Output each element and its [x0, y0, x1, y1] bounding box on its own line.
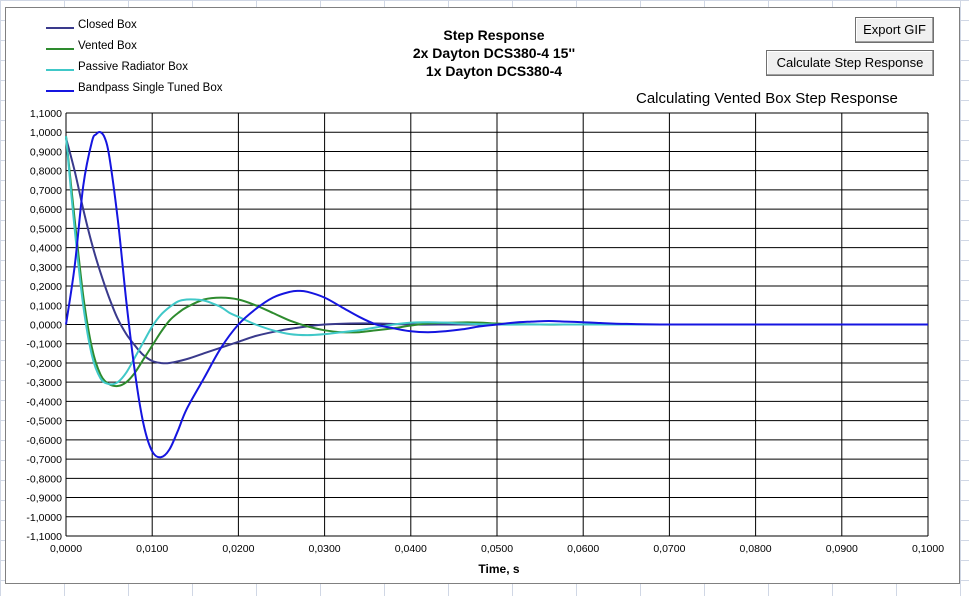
y-tick-label: -0,8000	[26, 473, 62, 485]
legend-swatch	[46, 90, 74, 92]
x-tick-labels: 0,0000 0,0100 0,0200 0,0300 0,0400 0,0500 0,06…	[50, 543, 944, 555]
legend-swatch	[46, 27, 74, 29]
y-tick-label: -0,3000	[26, 377, 62, 389]
chart-subtitle-2: 1x Dayton DCS380-4	[425, 63, 563, 79]
y-tick-label: 1,0000	[30, 127, 62, 139]
y-tick-label: -0,4000	[26, 396, 62, 408]
chart-panel: 1,1000 1,0000 0,9000 0,8000 0,7000 0,6000 0,50…	[5, 7, 960, 584]
x-tick-label: 0,0500	[481, 543, 513, 555]
x-tick-label: 0,0600	[567, 543, 599, 555]
y-tick-label: -0,9000	[26, 493, 62, 505]
y-tick-label: -0,5000	[26, 416, 62, 428]
y-tick-label: 0,3000	[30, 262, 62, 274]
calculate-step-response-button[interactable]: Calculate Step Response	[766, 50, 934, 76]
y-tick-label: 1,1000	[30, 108, 62, 120]
legend-label: Bandpass Single Tuned Box	[78, 82, 223, 94]
y-tick-label: -1,1000	[26, 531, 62, 543]
x-tick-label: 0,0200	[222, 543, 254, 555]
y-tick-label: 0,4000	[30, 243, 62, 255]
x-axis-label: Time, s	[478, 562, 519, 576]
y-tick-label: -1,0000	[26, 512, 62, 524]
chart-title: Step Response	[443, 27, 545, 43]
x-tick-label: 0,1000	[912, 543, 944, 555]
legend-swatch	[46, 48, 74, 50]
chart-subtitle-1: 2x Dayton DCS380-4 15''	[412, 45, 576, 61]
y-tick-label: -0,7000	[26, 454, 62, 466]
legend-swatch	[46, 69, 74, 71]
x-tick-label: 0,0800	[740, 543, 772, 555]
x-tick-label: 0,0100	[136, 543, 168, 555]
legend-label: Vented Box	[78, 40, 137, 52]
y-tick-label: -0,2000	[26, 358, 62, 370]
legend-label: Closed Box	[78, 19, 137, 31]
x-tick-label: 0,0400	[395, 543, 427, 555]
series-lines	[65, 131, 928, 459]
x-tick-label: 0,0300	[309, 543, 341, 555]
x-tick-label: 0,0900	[826, 543, 858, 555]
y-tick-label: 0,2000	[30, 281, 62, 293]
chart-area: 1,1000 1,0000 0,9000 0,8000 0,7000 0,6000 0,50…	[26, 108, 944, 576]
y-tick-label: -0,6000	[26, 435, 62, 447]
y-tick-label: 0,7000	[30, 185, 62, 197]
series-line-3	[65, 131, 928, 459]
x-tick-label: 0,0700	[653, 543, 685, 555]
y-tick-label: 0,1000	[30, 300, 62, 312]
chart-grid	[65, 112, 929, 537]
y-tick-label: 0,6000	[30, 204, 62, 216]
y-tick-label: 0,8000	[30, 166, 62, 178]
y-tick-label: 0,0000	[30, 320, 62, 332]
y-tick-label: -0,1000	[26, 339, 62, 351]
y-tick-label: 0,9000	[30, 146, 62, 158]
export-gif-button[interactable]: Export GIF	[855, 17, 934, 43]
y-tick-labels: 1,1000 1,0000 0,9000 0,8000 0,7000 0,6000 0,50…	[26, 108, 62, 543]
legend-label: Passive Radiator Box	[78, 61, 188, 73]
status-text: Calculating Vented Box Step Response	[636, 90, 898, 107]
x-tick-label: 0,0000	[50, 543, 82, 555]
y-tick-label: 0,5000	[30, 223, 62, 235]
